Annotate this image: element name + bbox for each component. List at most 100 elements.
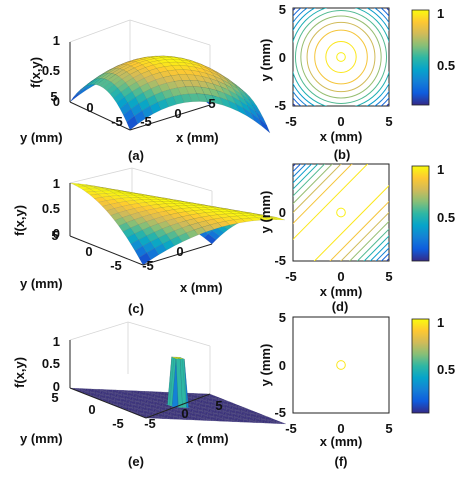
panel-f-colorbar-tick-1: 1 (437, 315, 444, 330)
panel-a-surface-patch (258, 118, 271, 134)
panel-d-ytick-1: 0 (279, 205, 286, 220)
panel-f: 5 0 -5 -5 0 5 y (mm) x (mm) (f) 1 0.5 (258, 310, 455, 469)
panel-d-ytick-2: -5 (274, 253, 286, 268)
panel-c-axes (69, 183, 213, 266)
panel-e-ytick-3: -5 (112, 416, 124, 431)
panel-b-contour-line (294, 10, 388, 104)
panel-f-colorbar (411, 318, 430, 414)
panel-e-ylabel: y (mm) (20, 431, 63, 446)
panel-e-caption: (e) (128, 454, 144, 469)
panel-c-surface-patch (273, 217, 286, 221)
panel-e-xtick-3: -5 (144, 416, 156, 431)
panel-f-ylabel: y (mm) (258, 344, 273, 387)
panel-d-ylabel: y (mm) (258, 191, 273, 234)
panel-e-zlabel: f(x,y) (12, 357, 27, 388)
panel-c-ytick-3: -5 (110, 258, 122, 273)
panel-b: 5 0 -5 -5 0 5 y (mm) x (mm) (b) 1 0.5 (258, 2, 455, 162)
panel-b-colorbar (411, 9, 430, 106)
panel-c-ztick-3: 0 (53, 226, 60, 241)
panel-a-ylabel: y (mm) (20, 130, 63, 145)
panel-b-ylabel: y (mm) (258, 39, 273, 82)
panel-e-ztick-2: 0.5 (42, 356, 60, 371)
panel-f-plot-frame (292, 316, 390, 414)
panel-d-caption: (d) (332, 299, 349, 314)
panel-e-xtick-2: 0 (181, 406, 188, 421)
panel-f-xtick-1: -5 (285, 421, 297, 436)
panel-f-contour-line (336, 360, 346, 370)
panel-f-xtick-3: 5 (385, 421, 392, 436)
panel-c-xlabel: x (mm) (180, 280, 223, 295)
panel-f-ytick-3: -5 (274, 405, 286, 420)
panel-d-xtick-2: 0 (337, 269, 344, 284)
panel-d-colorbar (411, 165, 430, 262)
panel-a-surface-patch (69, 91, 82, 103)
panel-a-ytick-3: -5 (111, 114, 123, 129)
panel-c-ztick-2: 0.5 (42, 201, 60, 216)
panel-e-axes (69, 340, 211, 419)
panel-b-center-contour (336, 52, 346, 62)
panel-b-xtick-2: 0 (337, 114, 344, 129)
panel-c-ztick-1: 1 (53, 176, 60, 191)
panel-d-colorbar-tick-1: 1 (437, 162, 444, 177)
panel-d-contours (293, 164, 389, 261)
panel-a-ztick-3: 0 (53, 94, 60, 109)
panel-c-xtick-2: -5 (142, 258, 154, 273)
panel-d-contour-line (293, 164, 369, 241)
panel-b-colorbar-tick-1: 1 (437, 6, 444, 21)
panel-e-xtick-1: 5 (215, 398, 222, 413)
panel-b-caption: (b) (334, 147, 351, 162)
panel-e: f(x,y) 1 0.5 0 5 0 -5 5 0 -5 y (mm) x (m… (12, 321, 287, 469)
panel-d-xtick-1: -5 (285, 269, 297, 284)
panel-d-contour-line (313, 184, 389, 261)
panel-d-colorbar-tick-2: 0.5 (437, 210, 455, 225)
panel-b-contour-line (300, 15, 382, 99)
panel-e-ztick-3: 0 (53, 379, 60, 394)
panel-c-surface (69, 182, 286, 266)
panel-b-ytick-2: 0 (279, 50, 286, 65)
panel-e-axes-box (69, 321, 211, 394)
panel-c-xtick-1: 0 (176, 244, 183, 259)
panel-b-contours (293, 8, 389, 106)
panel-b-xlabel: x (mm) (320, 129, 363, 144)
panel-f-contours (336, 360, 346, 370)
panel-d-plot-frame (292, 163, 390, 262)
panel-a-ztick-2: 0.5 (42, 63, 60, 78)
panel-b-xtick-3: 5 (385, 114, 392, 129)
panel-a-xtick-2: 0 (174, 106, 181, 121)
panel-f-ytick-2: 0 (279, 358, 286, 373)
panel-d-xlabel: x (mm) (320, 284, 363, 299)
panel-a-surface (69, 55, 271, 134)
panel-c-ytick-2: 0 (85, 244, 92, 259)
panel-a-ztick-1: 1 (53, 33, 60, 48)
panel-a-xlabel: x (mm) (176, 130, 219, 145)
panel-b-contour-line (306, 21, 376, 93)
panel-a-ytick-1: 5 (50, 89, 57, 104)
panel-a-zlabel: f(x,y) (28, 57, 43, 88)
panel-b-xtick-1: -5 (285, 114, 297, 129)
panel-a-caption: (a) (128, 148, 144, 163)
panel-e-surface-patch (279, 422, 287, 425)
panel-f-ytick-1: 5 (279, 310, 286, 325)
panel-e-surface (69, 356, 287, 425)
panel-f-caption: (f) (335, 454, 348, 469)
panel-b-ytick-3: -5 (274, 98, 286, 113)
panel-d: 0 -5 -5 0 5 y (mm) x (mm) (d) 1 0.5 (258, 162, 455, 314)
panel-f-colorbar-tick-2: 0.5 (437, 362, 455, 377)
panel-e-ytick-1: 5 (51, 390, 58, 405)
panel-c-ytick-1: 5 (51, 228, 58, 243)
panel-b-ytick-1: 5 (279, 2, 286, 17)
panel-a-xtick-1: 5 (208, 96, 215, 111)
panel-f-xtick-2: 0 (337, 421, 344, 436)
panel-a-xtick-3: -5 (140, 114, 152, 129)
panel-a-axes (69, 42, 211, 131)
panel-b-contour-line (314, 29, 368, 85)
panel-c-zlabel: f(x,y) (12, 205, 27, 236)
panel-d-xtick-3: 5 (385, 269, 392, 284)
panel-b-colorbar-tick-2: 0.5 (437, 58, 455, 73)
panel-d-contour-line (293, 164, 353, 225)
panel-c: f(x,y) 1 0.5 0 5 0 -5 0 -5 y (mm) x (mm)… (12, 167, 286, 316)
panel-f-xlabel: x (mm) (320, 434, 363, 449)
panel-a: f(x,y) 1 0.5 0 5 0 -5 5 0 -5 y (mm) x (m… (20, 19, 271, 163)
panel-c-caption: (c) (128, 301, 144, 316)
